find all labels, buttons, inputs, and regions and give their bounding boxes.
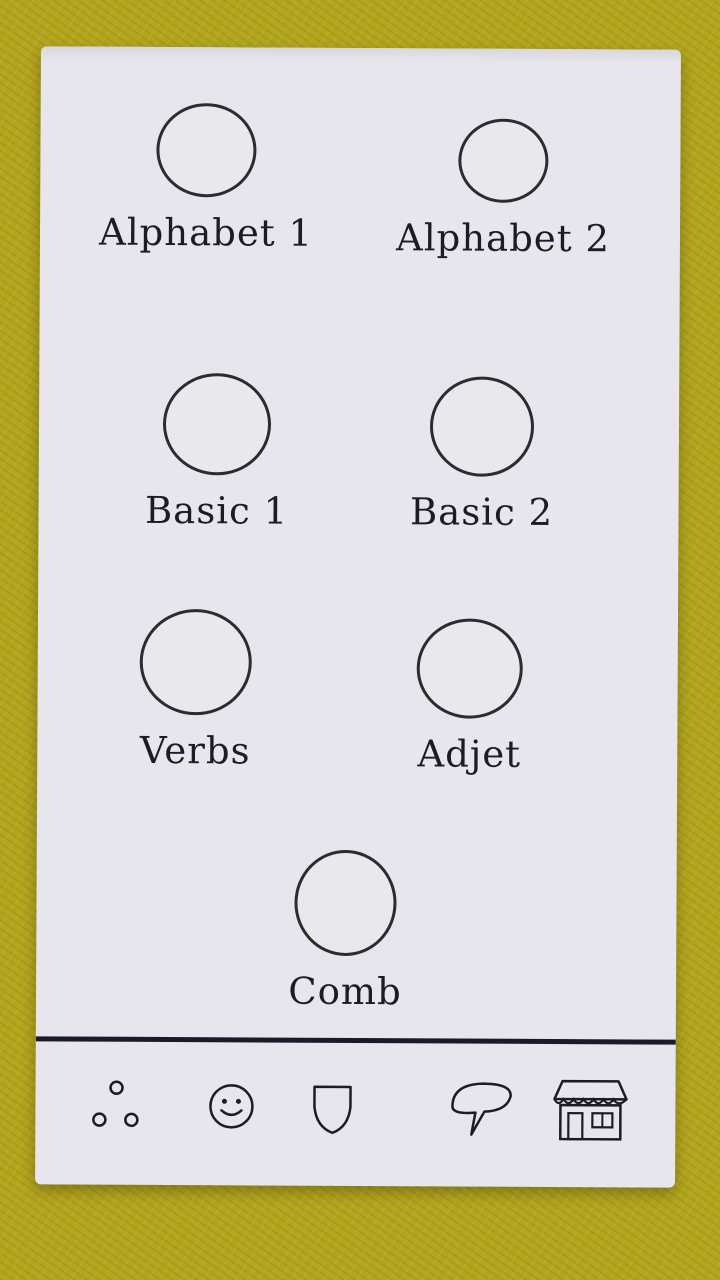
nav-button-profile[interactable] [188,1066,274,1146]
smiley-icon [209,1084,254,1129]
lesson-label: Comb [288,969,402,1014]
shield-icon [313,1085,352,1135]
nav-button-shop[interactable] [547,1068,633,1148]
phone-screen: Alphabet 1 Alphabet 2 Basic 1 Basic 2 Ve… [35,46,681,1188]
lesson-alphabet-1[interactable]: Alphabet 1 [99,102,313,255]
lesson-label: Basic 2 [409,490,554,535]
lesson-label: Adjet [417,732,522,776]
lesson-label: Basic 1 [144,488,289,533]
lesson-circle [458,118,549,203]
lesson-circle [162,372,272,476]
lesson-circle [429,376,535,477]
lesson-circle [416,618,523,719]
shop-icon [553,1079,628,1141]
nav-button-dots[interactable] [73,1066,159,1146]
bottom-nav [35,1041,676,1187]
lesson-circle [156,102,257,198]
lesson-circle [139,608,253,716]
lesson-basic-2[interactable]: Basic 2 [410,376,553,534]
lesson-alphabet-2[interactable]: Alphabet 2 [396,118,610,260]
lesson-verbs[interactable]: Verbs [135,608,256,773]
lesson-adjet[interactable]: Adjet [409,618,530,776]
dots-icon [92,1080,139,1128]
lesson-label: Verbs [139,728,251,773]
lesson-label: Alphabet 2 [395,216,611,261]
nav-button-shield[interactable] [289,1067,375,1147]
lesson-circle [294,849,397,957]
lesson-label: Alphabet 1 [98,210,314,255]
speech-bubble-icon [451,1082,512,1136]
lesson-comb[interactable]: Comb [285,849,406,1014]
paper-edge [40,46,681,64]
nav-button-chat[interactable] [437,1067,523,1147]
lesson-basic-1[interactable]: Basic 1 [145,372,288,533]
